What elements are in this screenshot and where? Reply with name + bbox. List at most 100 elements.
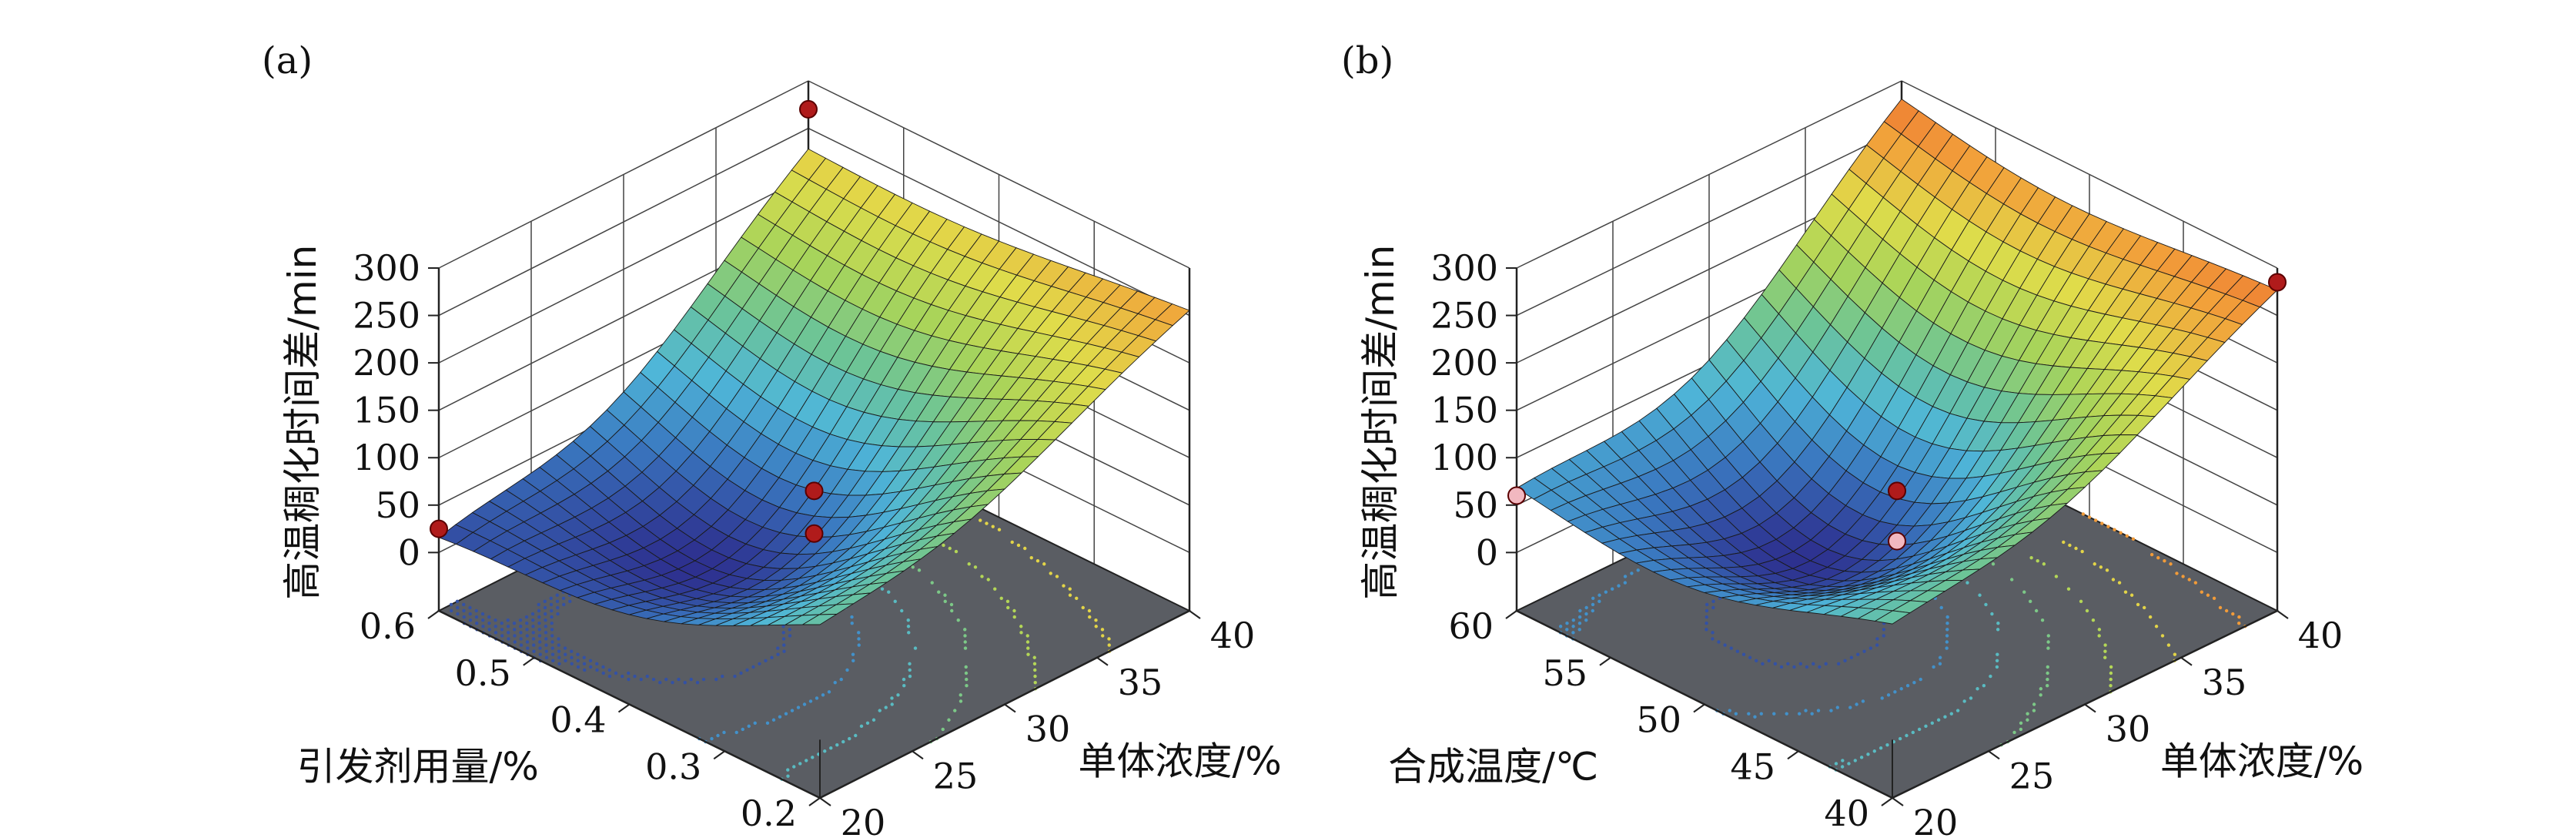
contour-point (2129, 593, 2134, 597)
contour-point (2039, 693, 2042, 697)
contour-point (1100, 628, 1105, 632)
contour-point (1755, 659, 1758, 662)
contour-point (601, 671, 605, 675)
contour-point (526, 646, 530, 650)
contour-point (2034, 608, 2039, 613)
contour-point (683, 680, 687, 685)
contour-point (563, 646, 567, 650)
contour-point (550, 634, 554, 638)
contour-point (570, 655, 574, 659)
contour-point (958, 693, 962, 697)
contour-point (1094, 625, 1098, 628)
y-tick (713, 750, 725, 760)
contour-point (531, 625, 535, 628)
contour-point (1578, 608, 1582, 613)
contour-point (1577, 622, 1582, 625)
contour-point (1711, 637, 1715, 641)
response-surface (1516, 98, 2278, 625)
contour-point (1995, 659, 1999, 662)
contour-point (1812, 662, 1815, 666)
contour-point (1938, 655, 1942, 659)
contour-point (2085, 608, 2089, 613)
contour-point (582, 655, 586, 659)
contour-point (1905, 684, 1910, 688)
contour-point (1840, 765, 1845, 769)
contour-point (2042, 562, 2046, 566)
contour-point (538, 640, 542, 644)
contour-point (2224, 608, 2229, 613)
contour-point (549, 602, 554, 607)
y-tick (1505, 610, 1517, 619)
contour-point (1875, 637, 1879, 641)
contour-point (1591, 596, 1595, 600)
contour-point (2019, 721, 2023, 725)
wall-grid-line (808, 80, 1190, 269)
contour-point (1945, 622, 1949, 625)
contour-point (2012, 730, 2016, 735)
contour-point (525, 640, 530, 644)
contour-point (965, 684, 969, 688)
contour-point (1107, 637, 1111, 641)
x-tick-label: 35 (2202, 662, 2247, 703)
contour-point (890, 702, 894, 706)
z-tick-label: 50 (1453, 484, 1498, 526)
contour-point (480, 612, 485, 616)
contour-point (1029, 555, 1033, 560)
contour-point (1026, 646, 1030, 650)
contour-point (943, 599, 947, 604)
contour-point (1862, 649, 1866, 653)
contour-point (907, 631, 911, 635)
contour-point (884, 706, 888, 709)
contour-point (965, 677, 969, 682)
contour-point (956, 618, 960, 622)
z-tick-label: 0 (1476, 531, 1498, 573)
contour-point (1604, 590, 1608, 594)
contour-point (664, 677, 668, 682)
contour-point (1571, 618, 1576, 622)
x-tick (1096, 656, 1109, 666)
contour-point (1032, 655, 1036, 659)
contour-point (1571, 625, 1575, 628)
contour-point (967, 562, 971, 566)
contour-point (500, 634, 504, 638)
contour-point (1824, 662, 1828, 666)
contour-point (2022, 590, 2026, 594)
x-tick-label: 35 (1118, 662, 1163, 703)
contour-point (778, 715, 782, 719)
wall-grid-line (438, 80, 809, 269)
contour-point (1016, 543, 1021, 548)
design-point (805, 481, 824, 501)
contour-point (589, 665, 593, 669)
contour-point (689, 677, 693, 682)
wall-grid-line (1516, 127, 1902, 317)
contour-point (1945, 640, 1949, 644)
contour-point (525, 634, 529, 638)
contour-point (887, 590, 891, 594)
contour-point (1033, 668, 1037, 672)
contour-point (1094, 618, 1098, 622)
contour-point (857, 637, 861, 641)
contour-point (2231, 612, 2235, 616)
contour-point (1886, 693, 1891, 697)
x-tick (1189, 610, 1201, 619)
contour-point (964, 665, 968, 669)
contour-point (487, 622, 491, 625)
contour-point (1723, 643, 1727, 647)
contour-point (1995, 665, 1999, 669)
contour-point (2109, 665, 2113, 669)
contour-point (1711, 605, 1715, 610)
contour-point (1861, 699, 1865, 703)
contour-point (2111, 578, 2116, 582)
contour-point (2160, 634, 2165, 638)
contour-point (556, 612, 560, 616)
contour-point (455, 599, 460, 604)
z-tick-label: 300 (1430, 247, 1498, 289)
x-tick (2180, 656, 2193, 666)
contour-point (2066, 587, 2071, 591)
contour-point (2046, 671, 2049, 675)
x-tick-label: 30 (1025, 709, 1071, 750)
contour-point (1804, 709, 1808, 712)
contour-point (733, 674, 737, 679)
contour-point (765, 721, 770, 725)
wall-grid-line (438, 175, 809, 364)
